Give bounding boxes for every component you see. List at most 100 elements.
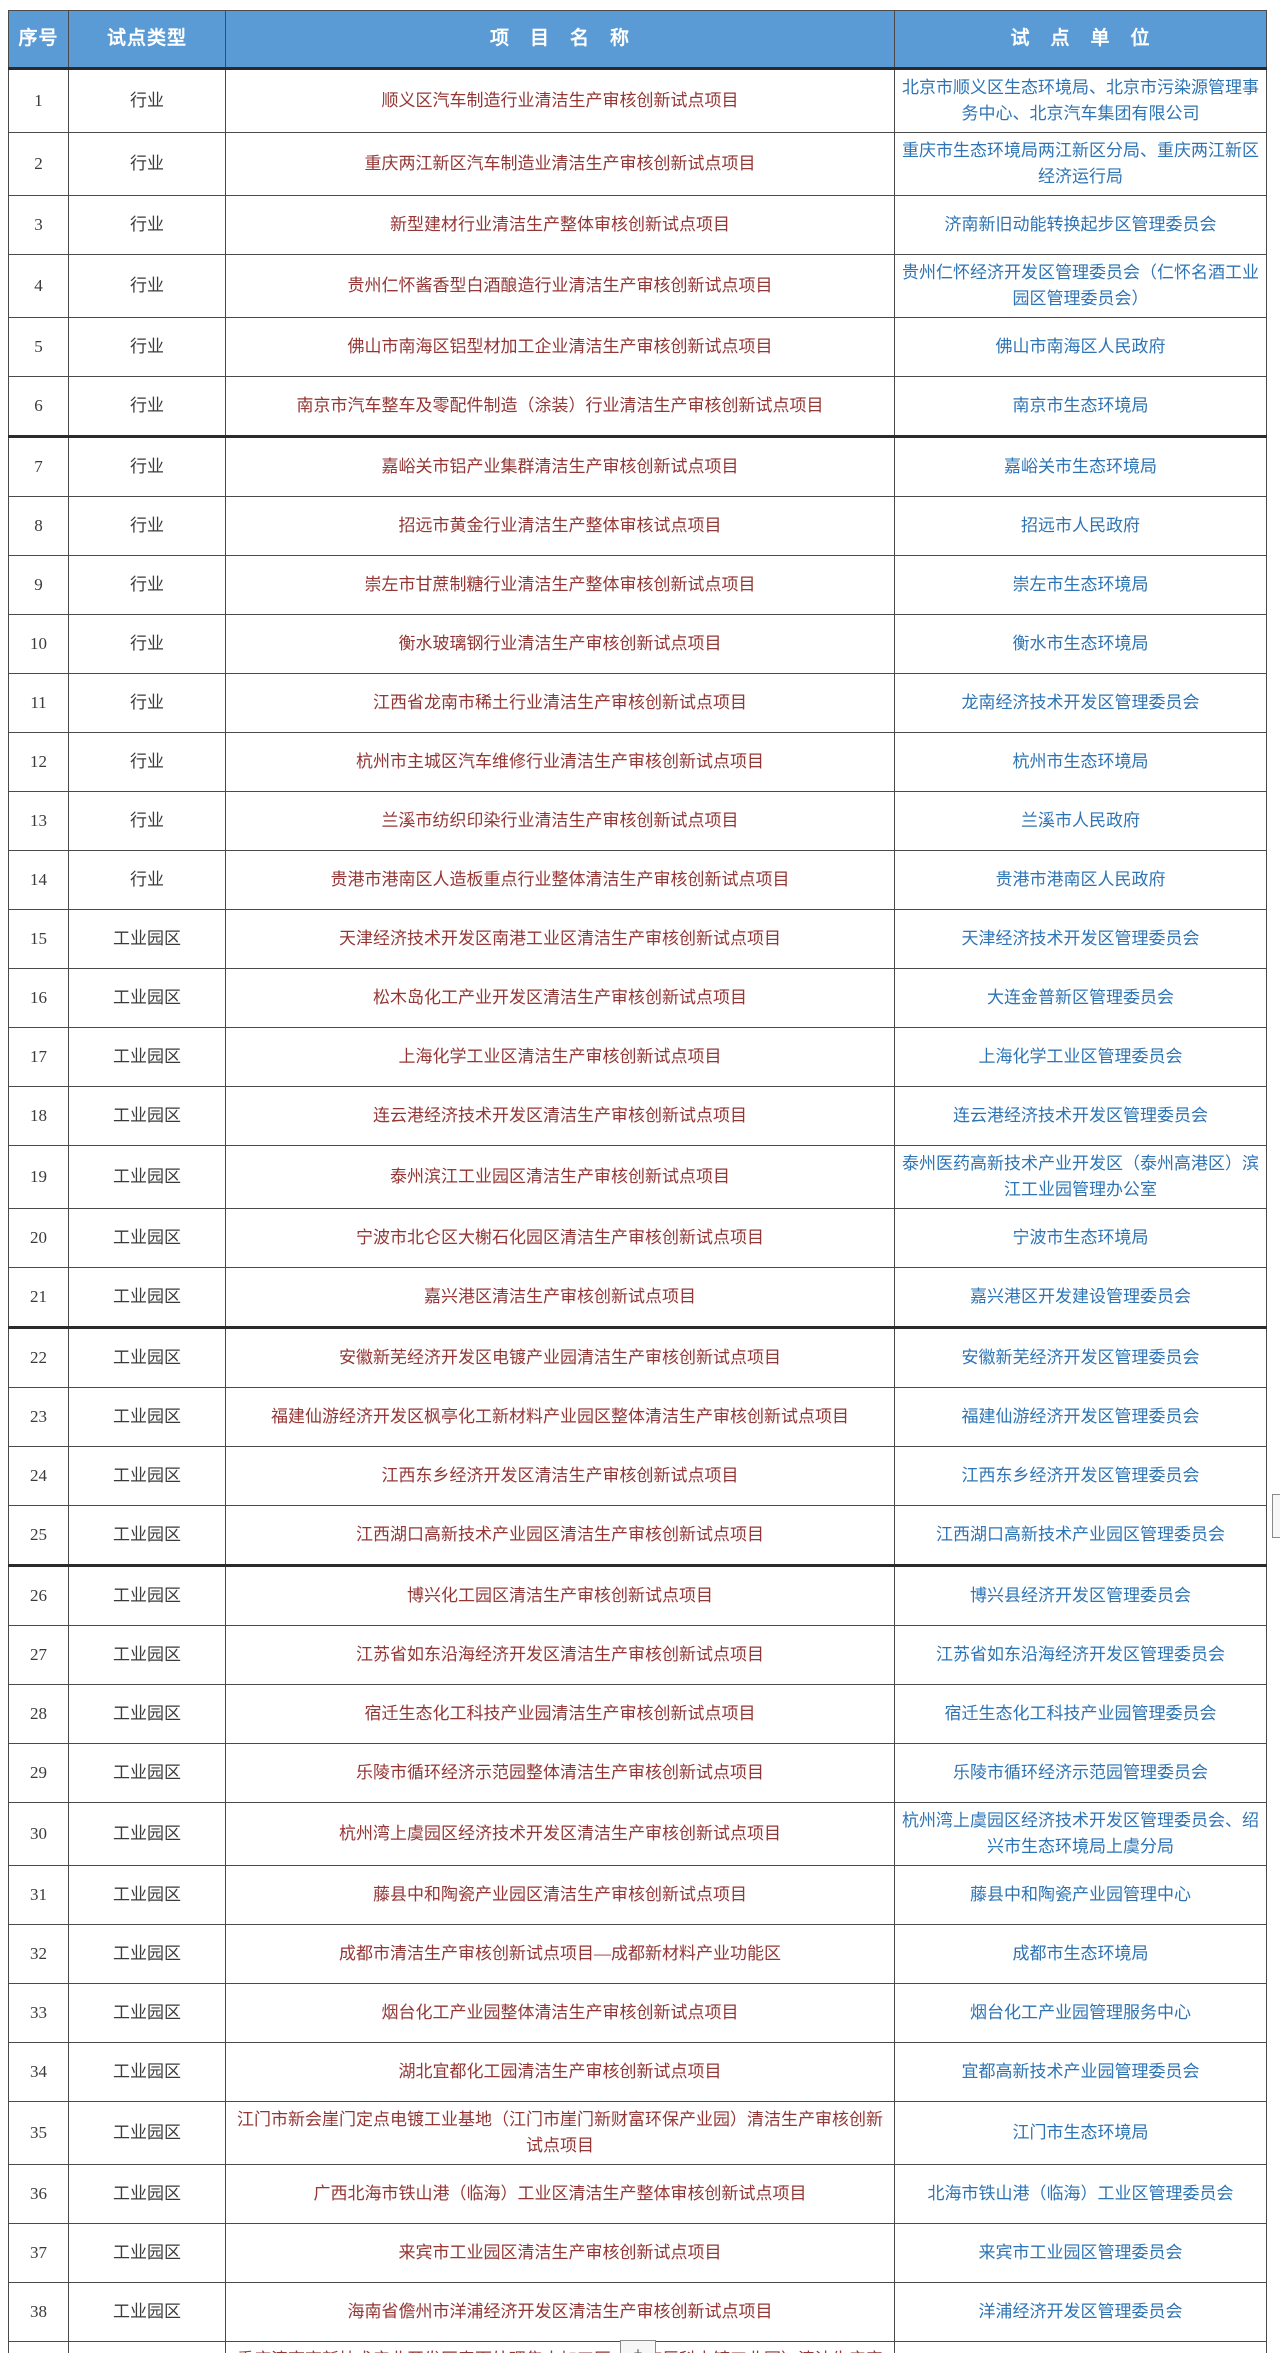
- cell-index: 39: [8, 2341, 69, 2353]
- cell-unit: 江西湖口高新技术产业园区管理委员会: [894, 1505, 1267, 1566]
- cell-unit: 江西东乡经济开发区管理委员会: [894, 1446, 1267, 1506]
- cell-index: 8: [8, 496, 69, 556]
- cell-project: 招远市黄金行业清洁生产整体审核试点项目: [225, 496, 895, 556]
- cell-index: 19: [8, 1145, 69, 1209]
- cell-type: 行业: [68, 254, 226, 318]
- cell-index: 12: [8, 732, 69, 792]
- cell-type: 工业园区: [68, 1743, 226, 1803]
- cell-project: 天津经济技术开发区南港工业区清洁生产审核创新试点项目: [225, 909, 895, 969]
- cell-unit: 宜都高新技术产业园管理委员会: [894, 2042, 1267, 2102]
- table-header-row: 序号 试点类型 项 目 名 称 试 点 单 位: [8, 10, 1267, 70]
- column-header-type: 试点类型: [68, 10, 226, 70]
- cell-index: 17: [8, 1027, 69, 1087]
- cell-unit: 乐陵市循环经济示范园管理委员会: [894, 1743, 1267, 1803]
- cell-type: 工业园区: [68, 2042, 226, 2102]
- cell-unit: 济南新旧动能转换起步区管理委员会: [894, 195, 1267, 255]
- table-row: 11 行业 江西省龙南市稀土行业清洁生产审核创新试点项目 龙南经济技术开发区管理委员会: [8, 673, 1267, 733]
- cell-project: 嘉兴港区清洁生产审核创新试点项目: [225, 1267, 895, 1328]
- table-row: 34 工业园区 湖北宜都化工园清洁生产审核创新试点项目 宜都高新技术产业园管理委员会: [8, 2042, 1267, 2102]
- table-row: 17 工业园区 上海化学工业区清洁生产审核创新试点项目 上海化学工业区管理委员会: [8, 1027, 1267, 1087]
- cell-type: 工业园区: [68, 1326, 226, 1388]
- table-row: 24 工业园区 江西东乡经济开发区清洁生产审核创新试点项目 江西东乡经济开发区管理委员…: [8, 1446, 1267, 1506]
- cell-project: 海南省儋州市洋浦经济开发区清洁生产审核创新试点项目: [225, 2282, 895, 2342]
- cell-unit: 南京市生态环境局: [894, 376, 1267, 437]
- table-row: 23 工业园区 福建仙游经济开发区枫亭化工新材料产业园区整体清洁生产审核创新试点项目…: [8, 1387, 1267, 1447]
- cell-type: 工业园区: [68, 968, 226, 1028]
- table-row: 16 工业园区 松木岛化工产业开发区清洁生产审核创新试点项目 大连金普新区管理委员会: [8, 968, 1267, 1028]
- clipped-plus-control[interactable]: +: [620, 2340, 656, 2353]
- cell-index: 36: [8, 2164, 69, 2224]
- cell-unit: 大连金普新区管理委员会: [894, 968, 1267, 1028]
- cell-unit: 宿迁生态化工科技产业园管理委员会: [894, 1684, 1267, 1744]
- cell-index: 15: [8, 909, 69, 969]
- cell-unit: 贵港市港南区人民政府: [894, 850, 1267, 910]
- cell-index: 25: [8, 1505, 69, 1566]
- cell-project: 江西湖口高新技术产业园区清洁生产审核创新试点项目: [225, 1505, 895, 1566]
- cell-project: 贵港市港南区人造板重点行业整体清洁生产审核创新试点项目: [225, 850, 895, 910]
- table-row: 28 工业园区 宿迁生态化工科技产业园清洁生产审核创新试点项目 宿迁生态化工科技产业园…: [8, 1684, 1267, 1744]
- table-row: 26 工业园区 博兴化工园区清洁生产审核创新试点项目 博兴县经济开发区管理委员会: [8, 1564, 1267, 1626]
- table-row: 27 工业园区 江苏省如东沿海经济开发区清洁生产审核创新试点项目 江苏省如东沿海经济开…: [8, 1625, 1267, 1685]
- cell-project: 兰溪市纺织印染行业清洁生产审核创新试点项目: [225, 791, 895, 851]
- table-row: 35 工业园区 江门市新会崖门定点电镀工业基地（江门市崖门新财富环保产业园）清洁生产…: [8, 2101, 1267, 2165]
- table-row: 15 工业园区 天津经济技术开发区南港工业区清洁生产审核创新试点项目 天津经济技术开发…: [8, 909, 1267, 969]
- table-row: 39工业园区重庆潼南高新技术产业开发区表面处理集中加工区（重庆巨科电镀工业园）清…: [8, 2341, 1267, 2353]
- cell-index: 28: [8, 1684, 69, 1744]
- cell-index: 27: [8, 1625, 69, 1685]
- column-header-project: 项 目 名 称: [225, 10, 895, 70]
- pilot-projects-table: 序号 试点类型 项 目 名 称 试 点 单 位 1 行业 顺义区汽车制造行业清洁生产…: [8, 10, 1267, 2353]
- cell-unit: 上海化学工业区管理委员会: [894, 1027, 1267, 1087]
- cell-unit: 博兴县经济开发区管理委员会: [894, 1564, 1267, 1626]
- cell-project: 新型建材行业清洁生产整体审核创新试点项目: [225, 195, 895, 255]
- cell-project: 崇左市甘蔗制糖行业清洁生产整体审核创新试点项目: [225, 555, 895, 615]
- cell-index: 3: [8, 195, 69, 255]
- cell-index: 24: [8, 1446, 69, 1506]
- cell-index: 18: [8, 1086, 69, 1146]
- cell-index: 6: [8, 376, 69, 437]
- cell-type: 行业: [68, 850, 226, 910]
- cell-type: 工业园区: [68, 2282, 226, 2342]
- cell-project: 杭州湾上虞园区经济技术开发区清洁生产审核创新试点项目: [225, 1802, 895, 1866]
- table-row: 14 行业 贵港市港南区人造板重点行业整体清洁生产审核创新试点项目 贵港市港南区人民政…: [8, 850, 1267, 910]
- table-row: 4 行业 贵州仁怀酱香型白酒酿造行业清洁生产审核创新试点项目 贵州仁怀经济开发区管理委…: [8, 254, 1267, 318]
- cell-index: 1: [8, 68, 69, 133]
- cell-type: 工业园区: [68, 2341, 226, 2353]
- cell-unit: 江门市生态环境局: [894, 2101, 1267, 2165]
- cell-index: 21: [8, 1267, 69, 1328]
- cell-index: 30: [8, 1802, 69, 1866]
- cell-index: 16: [8, 968, 69, 1028]
- clipped-minus-control[interactable]: −: [1272, 1494, 1280, 1538]
- cell-type: 工业园区: [68, 1145, 226, 1209]
- cell-project: 烟台化工产业园整体清洁生产审核创新试点项目: [225, 1983, 895, 2043]
- cell-unit: 藤县中和陶瓷产业园管理中心: [894, 1865, 1267, 1925]
- cell-index: 33: [8, 1983, 69, 2043]
- table-row: 33 工业园区 烟台化工产业园整体清洁生产审核创新试点项目 烟台化工产业园管理服务中心: [8, 1983, 1267, 2043]
- cell-project: 佛山市南海区铝型材加工企业清洁生产审核创新试点项目: [225, 317, 895, 377]
- cell-project: 江苏省如东沿海经济开发区清洁生产审核创新试点项目: [225, 1625, 895, 1685]
- cell-project: 南京市汽车整车及零配件制造（涂装）行业清洁生产审核创新试点项目: [225, 376, 895, 437]
- cell-project: 上海化学工业区清洁生产审核创新试点项目: [225, 1027, 895, 1087]
- cell-project: 松木岛化工产业开发区清洁生产审核创新试点项目: [225, 968, 895, 1028]
- cell-unit: 龙南经济技术开发区管理委员会: [894, 673, 1267, 733]
- cell-unit: 重庆市生态环境局两江新区分局、重庆两江新区经济运行局: [894, 132, 1267, 196]
- cell-type: 工业园区: [68, 2164, 226, 2224]
- cell-index: 20: [8, 1208, 69, 1268]
- cell-type: 工业园区: [68, 1027, 226, 1087]
- cell-project: 泰州滨江工业园区清洁生产审核创新试点项目: [225, 1145, 895, 1209]
- cell-type: 行业: [68, 317, 226, 377]
- cell-project: 江西省龙南市稀土行业清洁生产审核创新试点项目: [225, 673, 895, 733]
- cell-type: 行业: [68, 132, 226, 196]
- table-body: 1 行业 顺义区汽车制造行业清洁生产审核创新试点项目 北京市顺义区生态环境局、北京市污…: [8, 68, 1267, 2353]
- cell-project: 嘉峪关市铝产业集群清洁生产审核创新试点项目: [225, 435, 895, 497]
- table-row: 31 工业园区 藤县中和陶瓷产业园区清洁生产审核创新试点项目 藤县中和陶瓷产业园管理中…: [8, 1865, 1267, 1925]
- plus-icon: +: [633, 2344, 643, 2353]
- cell-unit: 兰溪市人民政府: [894, 791, 1267, 851]
- table-row: 37 工业园区 来宾市工业园区清洁生产审核创新试点项目 来宾市工业园区管理委员会: [8, 2223, 1267, 2283]
- cell-type: 工业园区: [68, 1208, 226, 1268]
- cell-project: 贵州仁怀酱香型白酒酿造行业清洁生产审核创新试点项目: [225, 254, 895, 318]
- cell-unit: 来宾市工业园区管理委员会: [894, 2223, 1267, 2283]
- cell-index: 9: [8, 555, 69, 615]
- cell-project: 安徽新芜经济开发区电镀产业园清洁生产审核创新试点项目: [225, 1326, 895, 1388]
- column-header-unit: 试 点 单 位: [894, 10, 1267, 70]
- cell-index: 4: [8, 254, 69, 318]
